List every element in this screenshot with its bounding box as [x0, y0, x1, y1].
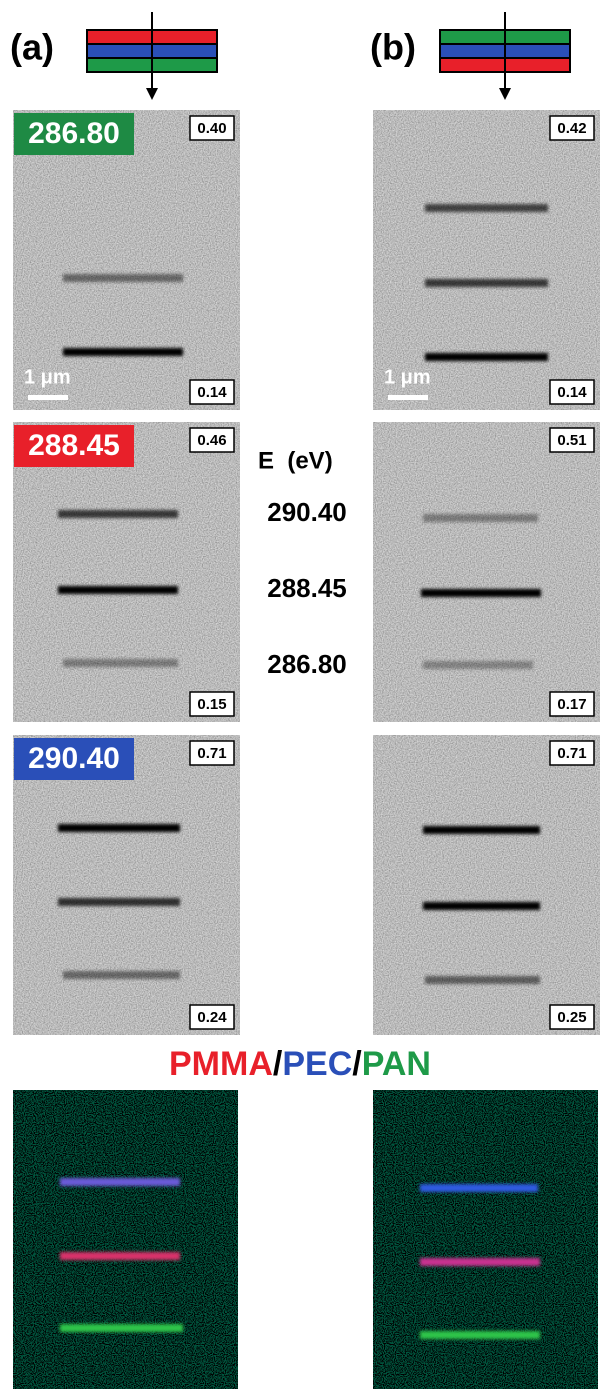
energy-label: 286.80 [28, 117, 120, 150]
contrast-value: 0.14 [557, 384, 587, 401]
composite-band [420, 1258, 540, 1266]
image-noise [373, 422, 600, 722]
contrast-value: 0.25 [557, 1009, 586, 1026]
band [421, 589, 541, 597]
band [425, 353, 548, 361]
stxm-image: 290.40 0.71 0.24 [13, 735, 240, 1035]
composite-band [60, 1324, 183, 1332]
band [58, 898, 180, 906]
band [425, 976, 540, 984]
composite-title: PMMA/PEC/PAN [169, 1045, 431, 1083]
band [425, 204, 548, 212]
contrast-value: 0.15 [197, 696, 226, 713]
band [423, 902, 540, 910]
composite-band [420, 1331, 540, 1339]
contrast-value: 0.46 [197, 432, 226, 449]
figure: (a) 286.80 0.40 0.14 1 μm 288.45 0.46 0.15 290.4… [0, 0, 600, 1389]
band [58, 824, 180, 832]
composite-band [420, 1184, 538, 1192]
band [63, 971, 180, 979]
band [63, 659, 178, 667]
energy-label: 290.40 [28, 742, 120, 775]
layer-schematic-b [440, 12, 570, 100]
energy-label: 288.45 [28, 429, 120, 462]
energy-legend-value: 286.80 [267, 649, 347, 679]
contrast-value: 0.71 [557, 745, 586, 762]
band [63, 348, 183, 356]
panel-label: (b) [370, 27, 416, 68]
composite-image [13, 1090, 238, 1389]
composite-title-part: PEC [282, 1045, 352, 1083]
scale-bar [388, 395, 428, 400]
energy-legend-title: E (eV) [258, 447, 333, 474]
band [63, 274, 183, 282]
band [423, 661, 533, 669]
layer-schematic-a [87, 12, 217, 100]
scale-bar-label: 1 μm [24, 366, 71, 388]
composite-title-part: PMMA [169, 1045, 273, 1083]
image-noise [373, 110, 600, 410]
band [423, 514, 538, 522]
contrast-value: 0.51 [557, 432, 586, 449]
contrast-value: 0.17 [557, 696, 586, 713]
scale-bar-label: 1 μm [384, 366, 431, 388]
composite-band [60, 1252, 180, 1260]
composite-image [373, 1090, 598, 1389]
band [423, 826, 540, 834]
scale-bar [28, 395, 68, 400]
contrast-value: 0.42 [557, 120, 586, 137]
contrast-value: 0.71 [197, 745, 226, 762]
panel-label: (a) [10, 27, 54, 68]
image-noise [373, 735, 600, 1035]
energy-legend-value: 288.45 [267, 573, 347, 603]
composite-noise [13, 1090, 238, 1389]
band [58, 510, 178, 518]
contrast-value: 0.24 [197, 1009, 227, 1026]
stxm-image: 0.71 0.25 [373, 735, 600, 1035]
contrast-value: 0.40 [197, 120, 226, 137]
band [58, 586, 178, 594]
composite-title-part: PAN [362, 1045, 431, 1083]
energy-legend-value: 290.40 [267, 497, 347, 527]
stxm-image: 0.42 0.14 1 μm [373, 110, 600, 410]
composite-band [60, 1178, 180, 1186]
composite-noise [373, 1090, 598, 1389]
stxm-image: 286.80 0.40 0.14 1 μm [13, 110, 240, 410]
stxm-image: 288.45 0.46 0.15 [13, 422, 240, 722]
stxm-image: 0.51 0.17 [373, 422, 600, 722]
contrast-value: 0.14 [197, 384, 227, 401]
band [425, 279, 548, 287]
